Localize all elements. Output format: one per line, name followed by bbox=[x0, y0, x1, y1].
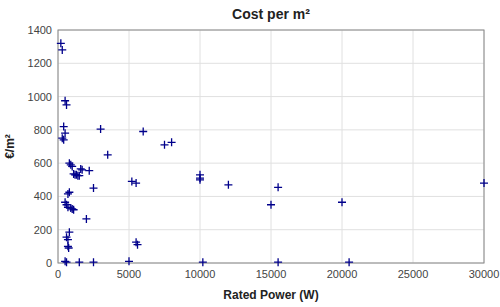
plot-frame bbox=[58, 30, 484, 263]
point bbox=[90, 258, 98, 266]
y-tick-label: 200 bbox=[34, 224, 52, 236]
point bbox=[65, 244, 73, 252]
point bbox=[104, 151, 112, 159]
point bbox=[480, 179, 488, 187]
y-grid-line bbox=[58, 196, 484, 197]
x-grid-line bbox=[129, 30, 130, 263]
x-tick-label: 10000 bbox=[185, 268, 216, 280]
point bbox=[267, 201, 275, 209]
point bbox=[85, 167, 93, 175]
point bbox=[168, 138, 176, 146]
y-tick-label: 800 bbox=[34, 124, 52, 136]
y-grid-line bbox=[58, 63, 484, 64]
chart-title: Cost per m² bbox=[232, 6, 310, 22]
point bbox=[63, 258, 71, 266]
y-tick-label: 1000 bbox=[28, 91, 52, 103]
y-grid-line bbox=[58, 129, 484, 130]
y-tick-label: 0 bbox=[46, 257, 52, 269]
point bbox=[65, 188, 73, 196]
point bbox=[78, 166, 86, 174]
point bbox=[61, 97, 69, 105]
point bbox=[60, 136, 68, 144]
axes: 0 5000 10000 15000 20000 25000 30000 0 200 400 600… bbox=[28, 24, 500, 280]
point bbox=[57, 39, 65, 47]
point bbox=[338, 198, 346, 206]
point bbox=[61, 257, 69, 265]
y-tick-label: 600 bbox=[34, 157, 52, 169]
point bbox=[274, 258, 282, 266]
x-tick-label: 0 bbox=[55, 268, 61, 280]
point bbox=[75, 258, 83, 266]
point bbox=[63, 101, 71, 109]
point bbox=[64, 190, 72, 198]
point bbox=[199, 258, 207, 266]
y-tick-label: 1400 bbox=[28, 24, 52, 36]
point bbox=[82, 215, 90, 223]
x-grid-line bbox=[413, 30, 414, 263]
point bbox=[70, 206, 78, 214]
point bbox=[90, 184, 98, 192]
point bbox=[67, 161, 75, 169]
point bbox=[132, 179, 140, 187]
point bbox=[64, 242, 72, 250]
point bbox=[58, 134, 66, 142]
point bbox=[274, 183, 282, 191]
x-grid-line bbox=[271, 30, 272, 263]
point bbox=[60, 123, 68, 131]
x-tick-label: 15000 bbox=[256, 268, 287, 280]
grid bbox=[58, 30, 484, 263]
point bbox=[196, 176, 204, 184]
point bbox=[134, 241, 142, 249]
point bbox=[77, 165, 85, 173]
y-grid-line bbox=[58, 163, 484, 164]
y-axis-label: €/m² bbox=[3, 134, 17, 159]
x-tick-label: 20000 bbox=[327, 268, 358, 280]
y-tick-label: 1200 bbox=[28, 57, 52, 69]
x-tick-label: 25000 bbox=[398, 268, 429, 280]
x-grid-line bbox=[342, 30, 343, 263]
points bbox=[57, 39, 488, 266]
y-grid-line bbox=[58, 96, 484, 97]
point bbox=[68, 162, 76, 170]
point bbox=[139, 128, 147, 136]
point bbox=[125, 257, 133, 265]
x-grid-line bbox=[200, 30, 201, 263]
point bbox=[224, 181, 232, 189]
point bbox=[345, 258, 353, 266]
x-tick-label: 5000 bbox=[117, 268, 141, 280]
point bbox=[68, 205, 76, 213]
point bbox=[161, 141, 169, 149]
point bbox=[128, 177, 136, 185]
chart-svg: 0 5000 10000 15000 20000 25000 30000 0 200 400 600… bbox=[0, 0, 500, 307]
y-grid-line bbox=[58, 229, 484, 230]
point bbox=[97, 125, 105, 133]
y-tick-label: 400 bbox=[34, 190, 52, 202]
x-axis-label: Rated Power (W) bbox=[223, 288, 318, 302]
chart-container: 0 5000 10000 15000 20000 25000 30000 0 200 400 600… bbox=[0, 0, 500, 307]
point bbox=[58, 46, 66, 54]
x-tick-label: 30000 bbox=[469, 268, 500, 280]
